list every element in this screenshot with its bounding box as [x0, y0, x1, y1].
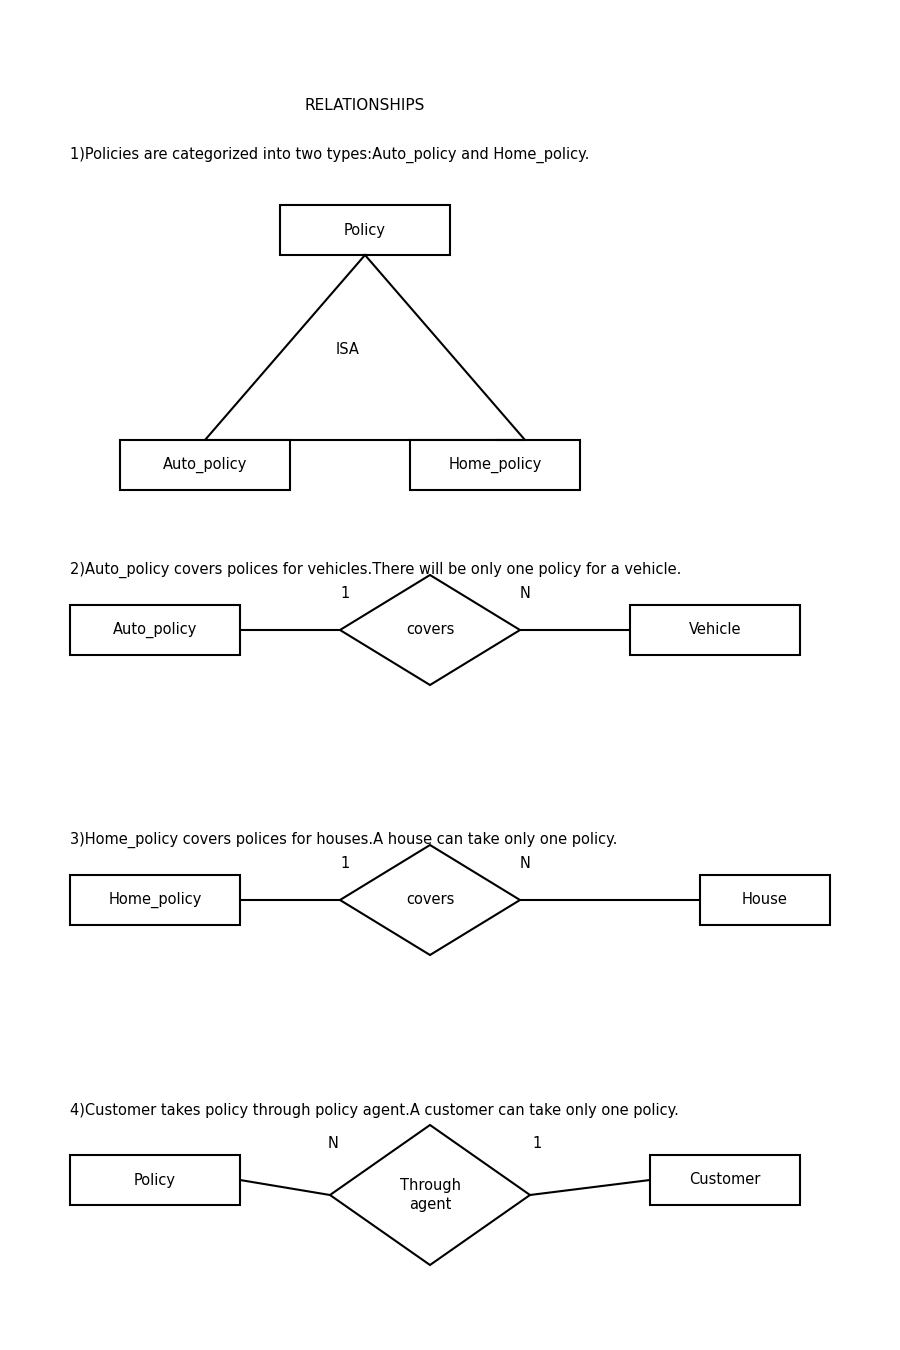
Text: Through
agent: Through agent — [400, 1177, 461, 1212]
Text: Auto_policy: Auto_policy — [163, 456, 248, 472]
Text: ISA: ISA — [336, 343, 360, 358]
Polygon shape — [340, 845, 520, 954]
Bar — [120, 440, 290, 490]
Text: Policy: Policy — [134, 1173, 176, 1188]
Text: Auto_policy: Auto_policy — [112, 622, 197, 639]
Text: Customer: Customer — [689, 1173, 760, 1188]
Polygon shape — [330, 1125, 530, 1265]
Text: 1: 1 — [533, 1135, 542, 1150]
Polygon shape — [340, 575, 520, 684]
Text: 1: 1 — [340, 856, 349, 871]
Text: covers: covers — [406, 892, 454, 907]
Text: 1: 1 — [340, 586, 349, 601]
Text: 3)Home_policy covers polices for houses.A house can take only one policy.: 3)Home_policy covers polices for houses.… — [70, 832, 617, 848]
Bar — [280, 205, 450, 255]
Text: Home_policy: Home_policy — [448, 456, 542, 472]
Bar — [410, 440, 580, 490]
Bar — [70, 875, 240, 925]
Text: 2)Auto_policy covers polices for vehicles.There will be only one policy for a ve: 2)Auto_policy covers polices for vehicle… — [70, 562, 681, 578]
Text: N: N — [519, 856, 530, 871]
Text: House: House — [742, 892, 788, 907]
Bar — [70, 1156, 240, 1206]
Text: 1)Policies are categorized into two types:Auto_policy and Home_policy.: 1)Policies are categorized into two type… — [70, 147, 590, 163]
Text: Home_policy: Home_policy — [108, 892, 202, 909]
Text: Policy: Policy — [344, 223, 386, 238]
Text: covers: covers — [406, 622, 454, 637]
Polygon shape — [205, 255, 525, 440]
Text: RELATIONSHIPS: RELATIONSHIPS — [305, 97, 425, 112]
Bar — [650, 1156, 800, 1206]
Text: N: N — [328, 1135, 338, 1150]
Bar — [700, 875, 830, 925]
Bar — [630, 605, 800, 655]
Text: N: N — [519, 586, 530, 601]
Text: Vehicle: Vehicle — [688, 622, 742, 637]
Text: 4)Customer takes policy through policy agent.A customer can take only one policy: 4)Customer takes policy through policy a… — [70, 1103, 679, 1118]
Bar — [70, 605, 240, 655]
